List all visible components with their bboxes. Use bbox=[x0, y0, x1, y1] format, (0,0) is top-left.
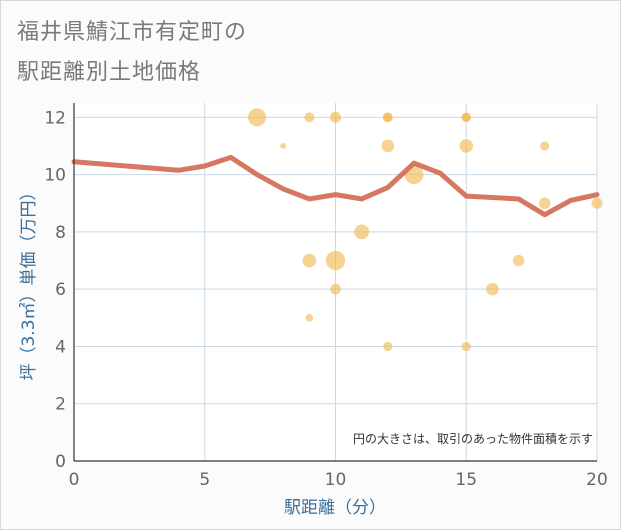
bubble-point bbox=[248, 108, 267, 127]
x-tick-label: 10 bbox=[325, 470, 347, 490]
bubble-point bbox=[383, 112, 393, 122]
y-tick-label: 8 bbox=[55, 223, 66, 243]
y-tick-label: 0 bbox=[55, 452, 66, 472]
bubble-point bbox=[540, 141, 550, 151]
x-axis-label: 駅距離（分） bbox=[284, 498, 386, 518]
tick-labels: 0 5 10 15 20 0 2 4 6 8 10 12 bbox=[44, 108, 607, 490]
bubble-point bbox=[461, 112, 471, 122]
bubble-point bbox=[304, 112, 315, 123]
bubble-point bbox=[512, 254, 525, 267]
bubble-point bbox=[280, 142, 287, 149]
bubble-point bbox=[354, 224, 370, 240]
y-axis-label: 坪（3.3㎡）単価（万円） bbox=[19, 183, 39, 380]
bubble-point bbox=[302, 253, 317, 268]
y-tick-label: 6 bbox=[55, 280, 66, 300]
bubble-point bbox=[329, 111, 342, 123]
bubble-point bbox=[538, 197, 551, 210]
bubble-point bbox=[383, 341, 393, 352]
size-note: 円の大きさは、取引のあった物件面積を示す bbox=[353, 431, 593, 446]
y-tick-label: 4 bbox=[55, 337, 66, 357]
x-tick-label: 0 bbox=[69, 470, 80, 490]
y-tick-label: 12 bbox=[44, 108, 66, 128]
bubble-point bbox=[381, 139, 395, 153]
x-tick-label: 15 bbox=[455, 470, 477, 490]
x-tick-label: 20 bbox=[586, 470, 608, 490]
bubble-series bbox=[248, 108, 603, 352]
bubble-point bbox=[591, 197, 603, 209]
bubble-point bbox=[461, 341, 471, 352]
chart-title-line1: 福井県鯖江市有定町の bbox=[17, 20, 248, 45]
bubble-point bbox=[325, 250, 346, 271]
bubble-point bbox=[305, 314, 314, 322]
y-tick-label: 10 bbox=[44, 166, 66, 186]
price-line bbox=[71, 154, 600, 218]
bubble-point bbox=[330, 283, 341, 295]
axes bbox=[73, 103, 597, 462]
x-tick-label: 5 bbox=[199, 470, 210, 490]
y-tick-label: 2 bbox=[55, 395, 66, 415]
bubble-point bbox=[459, 139, 474, 153]
chart-title-line2: 駅距離別土地価格 bbox=[17, 60, 202, 85]
price-line-series bbox=[71, 154, 600, 218]
bubble-point bbox=[486, 282, 499, 296]
